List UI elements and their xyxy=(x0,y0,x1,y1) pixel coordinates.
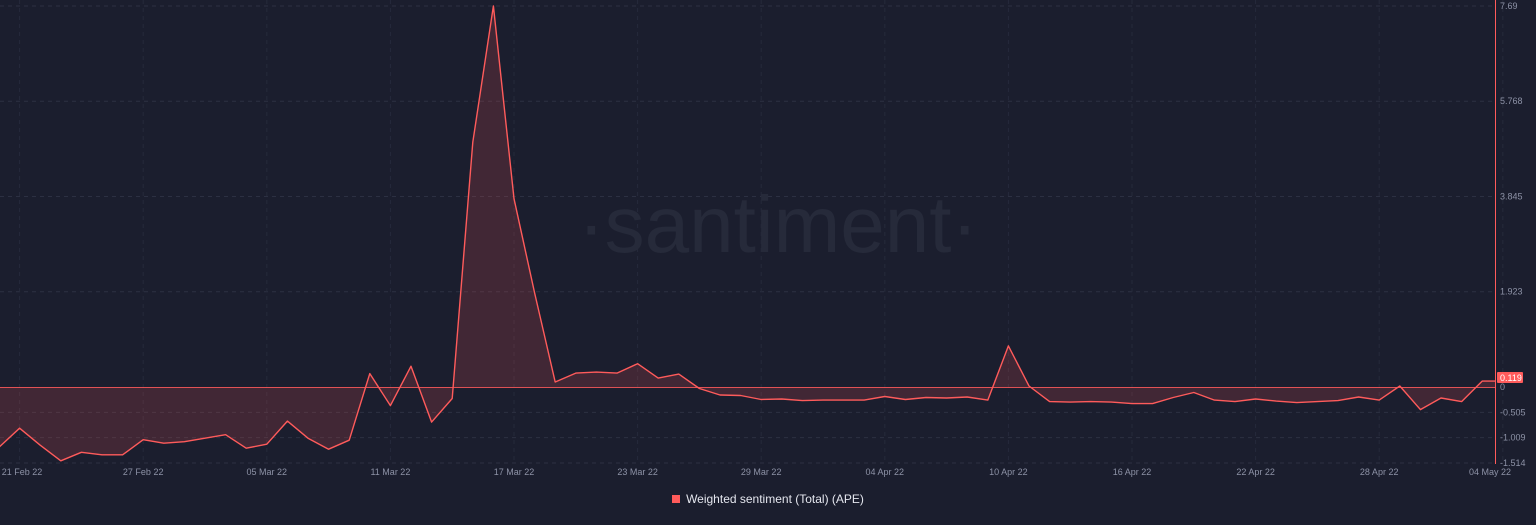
x-tick-label: 04 Apr 22 xyxy=(866,467,905,477)
y-tick-label: -1.009 xyxy=(1500,433,1526,443)
y-tick-label: -0.505 xyxy=(1500,407,1526,417)
y-tick-label: 3.845 xyxy=(1500,192,1523,202)
y-tick-label: 5.768 xyxy=(1500,96,1523,106)
grid-lines xyxy=(0,0,1504,464)
x-tick-label: 05 Mar 22 xyxy=(247,467,288,477)
y-tick-label: 7.69 xyxy=(1500,1,1518,11)
x-tick-label: 28 Apr 22 xyxy=(1360,467,1399,477)
x-tick-label: 17 Mar 22 xyxy=(494,467,535,477)
x-tick-label: 21 Feb 22 xyxy=(2,467,43,477)
line-layer xyxy=(0,5,1496,462)
x-tick-label: 04 May 22 xyxy=(1469,467,1511,477)
y-tick-label: -1.514 xyxy=(1500,458,1526,468)
x-tick-label: 16 Apr 22 xyxy=(1113,467,1152,477)
area-layer xyxy=(0,6,1496,461)
x-tick-label: 23 Mar 22 xyxy=(617,467,658,477)
current-value-label: 0.119 xyxy=(1500,373,1522,383)
legend-label: Weighted sentiment (Total) (APE) xyxy=(686,492,864,506)
y-tick-label: 0 xyxy=(1500,382,1505,392)
y-axis-ticks: 7.69 5.768 3.845 1.923 0 -0.505 -1.009 -1.514 xyxy=(1500,1,1526,468)
series-area xyxy=(0,6,1496,461)
current-value-badge: 0.119 xyxy=(1497,372,1523,384)
series-line xyxy=(0,5,1496,462)
x-tick-label: 27 Feb 22 xyxy=(123,467,164,477)
legend[interactable]: Weighted sentiment (Total) (APE) xyxy=(0,492,1536,506)
x-tick-label: 11 Mar 22 xyxy=(370,467,410,477)
x-tick-label: 10 Apr 22 xyxy=(989,467,1028,477)
x-axis-ticks: 21 Feb 22 27 Feb 22 05 Mar 22 11 Mar 22 17 M… xyxy=(2,467,1511,477)
watermark-logo: ·santiment· xyxy=(578,180,978,269)
x-tick-label: 22 Apr 22 xyxy=(1236,467,1275,477)
legend-swatch xyxy=(672,495,681,503)
x-tick-label: 29 Mar 22 xyxy=(741,467,782,477)
y-tick-label: 1.923 xyxy=(1500,287,1523,297)
